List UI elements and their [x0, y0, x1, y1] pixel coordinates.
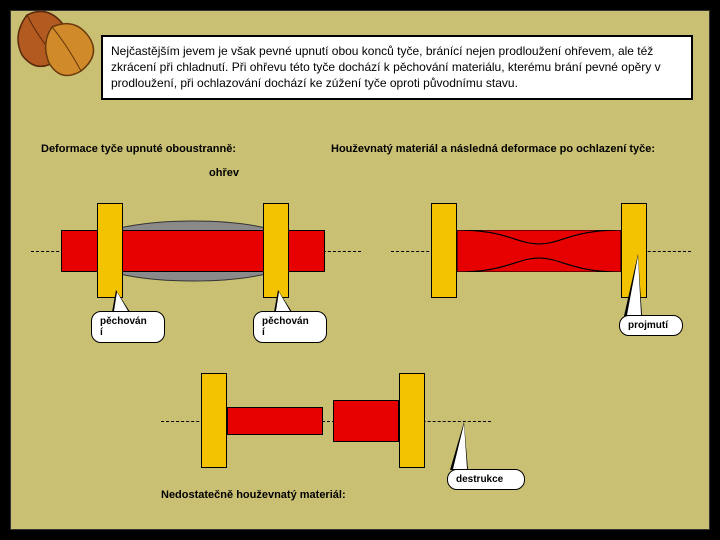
callout-text: pěchován í — [100, 316, 147, 338]
callout-pechovani-left: pěchován í — [91, 311, 165, 343]
callout-text: projmutí — [628, 320, 668, 331]
callout-text: destrukce — [456, 474, 503, 485]
heading-left: Deformace tyče upnuté oboustranně: — [41, 143, 236, 155]
diagram-brittle: .d3 .tail-up-left::after { border-bottom… — [161, 351, 491, 491]
clamp-right — [263, 203, 289, 298]
diagram-heating: pěchován í pěchován í — [31, 181, 361, 321]
rod-piece-right — [333, 400, 399, 442]
clamp-left — [431, 203, 457, 298]
callout-destrukce: .d3 .tail-up-left::after { border-bottom… — [447, 469, 525, 490]
slide: Nejčastějším jevem je však pevné upnutí … — [10, 10, 710, 530]
heading-right: Houževnatý materiál a následná deformace… — [331, 143, 655, 155]
description-box: Nejčastějším jevem je však pevné upnutí … — [101, 35, 693, 100]
diagram-ductile: .d2 .tail-up-left::after { border-bottom… — [391, 181, 691, 321]
callout-text: pěchován í — [262, 316, 309, 338]
clamp-right — [399, 373, 425, 468]
clamp-left — [97, 203, 123, 298]
autumn-leaves-icon — [7, 5, 107, 95]
rod-piece-left — [227, 407, 323, 435]
heading-ohrev: ohřev — [209, 167, 239, 179]
callout-projmuti: .d2 .tail-up-left::after { border-bottom… — [619, 315, 683, 336]
rod-necked — [457, 230, 621, 272]
callout-pechovani-right: pěchován í — [253, 311, 327, 343]
description-text: Nejčastějším jevem je však pevné upnutí … — [111, 44, 661, 90]
clamp-left — [201, 373, 227, 468]
